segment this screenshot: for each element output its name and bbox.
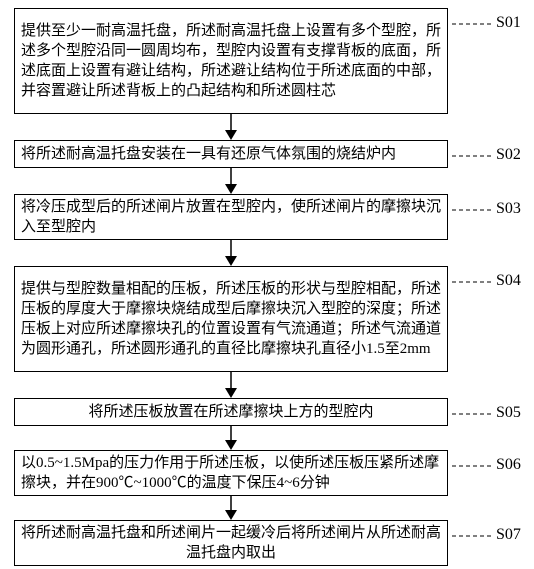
- step-label-s05: S05: [496, 404, 521, 422]
- step-box-s02: 将所述耐高温托盘安装在一具有还原气体氛围的烧结炉内: [14, 140, 448, 168]
- arrow-s01-to-s02: [223, 114, 239, 142]
- step-text: 以0.5~1.5Mpa的压力作用于所述压板，以使所述压板压紧所述摩擦块，并在90…: [21, 453, 441, 494]
- label-leader-s06: [452, 464, 494, 468]
- label-leader-s02: [452, 154, 494, 158]
- step-text: 提供与型腔数量相配的压板，所述压板的形状与型腔相配，所述压板的厚度大于摩擦块烧结…: [21, 279, 441, 360]
- step-text: 提供至少一耐高温托盘，所述耐高温托盘上设置有多个型腔，所述多个型腔沿同一圆周均布…: [21, 21, 441, 102]
- step-label-s07: S07: [496, 526, 521, 544]
- step-box-s07: 将所述耐高温托盘和所述闸片一起缓冷后将所述闸片从所述耐高温托盘内取出: [14, 520, 448, 566]
- step-box-s03: 将冷压成型后的所述闸片放置在型腔内，使所述闸片的摩擦块沉入至型腔内: [14, 194, 448, 240]
- step-text: 将冷压成型后的所述闸片放置在型腔内，使所述闸片的摩擦块沉入至型腔内: [21, 197, 441, 238]
- step-box-s06: 以0.5~1.5Mpa的压力作用于所述压板，以使所述压板压紧所述摩擦块，并在90…: [14, 450, 448, 496]
- step-text: 将所述压板放置在所述摩擦块上方的型腔内: [21, 402, 441, 422]
- step-label-s06: S06: [496, 456, 521, 474]
- step-label-s01: S01: [496, 14, 521, 32]
- label-leader-s01: [452, 22, 494, 26]
- step-text: 将所述耐高温托盘和所述闸片一起缓冷后将所述闸片从所述耐高温托盘内取出: [21, 523, 441, 564]
- arrow-s06-to-s07: [223, 496, 239, 522]
- step-label-s02: S02: [496, 146, 521, 164]
- arrow-s02-to-s03: [223, 168, 239, 196]
- step-label-s03: S03: [496, 200, 521, 218]
- step-label-s04: S04: [496, 272, 521, 290]
- step-box-s05: 将所述压板放置在所述摩擦块上方的型腔内: [14, 398, 448, 426]
- flowchart-canvas: 提供至少一耐高温托盘，所述耐高温托盘上设置有多个型腔，所述多个型腔沿同一圆周均布…: [0, 0, 534, 569]
- step-box-s04: 提供与型腔数量相配的压板，所述压板的形状与型腔相配，所述压板的厚度大于摩擦块烧结…: [14, 266, 448, 372]
- step-text: 将所述耐高温托盘安装在一具有还原气体氛围的烧结炉内: [21, 144, 441, 164]
- arrow-s03-to-s04: [223, 240, 239, 268]
- label-leader-s07: [452, 534, 494, 538]
- arrow-s04-to-s05: [223, 372, 239, 400]
- arrow-s05-to-s06: [223, 426, 239, 452]
- step-box-s01: 提供至少一耐高温托盘，所述耐高温托盘上设置有多个型腔，所述多个型腔沿同一圆周均布…: [14, 8, 448, 114]
- label-leader-s04: [452, 280, 494, 284]
- label-leader-s03: [452, 208, 494, 212]
- label-leader-s05: [452, 412, 494, 416]
